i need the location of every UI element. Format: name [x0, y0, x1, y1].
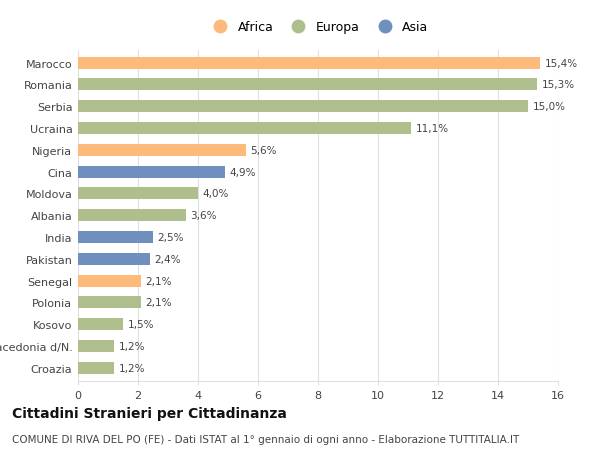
Text: 4,0%: 4,0% [203, 189, 229, 199]
Bar [78, 210, 186, 222]
Bar [78, 362, 114, 374]
Text: COMUNE DI RIVA DEL PO (FE) - Dati ISTAT al 1° gennaio di ogni anno - Elaborazion: COMUNE DI RIVA DEL PO (FE) - Dati ISTAT … [12, 434, 519, 444]
Text: 11,1%: 11,1% [415, 124, 449, 134]
Text: 1,5%: 1,5% [128, 319, 154, 330]
Bar [78, 253, 150, 265]
Bar [78, 275, 141, 287]
Text: 4,9%: 4,9% [230, 167, 256, 177]
Bar [78, 145, 246, 157]
Text: 2,4%: 2,4% [155, 254, 181, 264]
Bar [78, 101, 528, 113]
Bar [78, 231, 153, 243]
Bar [78, 166, 225, 178]
Text: Cittadini Stranieri per Cittadinanza: Cittadini Stranieri per Cittadinanza [12, 406, 287, 420]
Text: 15,0%: 15,0% [533, 102, 566, 112]
Text: 1,2%: 1,2% [119, 341, 145, 351]
Text: 2,5%: 2,5% [157, 232, 184, 242]
Bar [78, 79, 537, 91]
Bar [78, 319, 123, 330]
Legend: Africa, Europa, Asia: Africa, Europa, Asia [204, 17, 432, 38]
Text: 1,2%: 1,2% [119, 363, 145, 373]
Bar [78, 297, 141, 308]
Text: 2,1%: 2,1% [146, 298, 172, 308]
Text: 15,4%: 15,4% [545, 59, 578, 68]
Bar [78, 123, 411, 135]
Bar [78, 340, 114, 352]
Bar [78, 188, 198, 200]
Text: 5,6%: 5,6% [251, 146, 277, 156]
Text: 2,1%: 2,1% [146, 276, 172, 286]
Text: 3,6%: 3,6% [191, 211, 217, 221]
Text: 15,3%: 15,3% [542, 80, 575, 90]
Bar [78, 57, 540, 69]
